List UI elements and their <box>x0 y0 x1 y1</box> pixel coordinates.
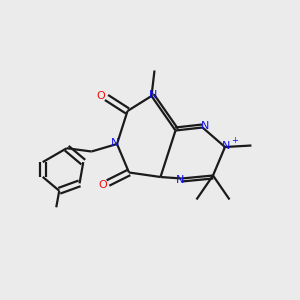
Text: N: N <box>111 138 120 148</box>
Text: N: N <box>201 121 209 131</box>
Text: N: N <box>149 90 157 100</box>
Text: O: O <box>98 179 107 190</box>
Text: N: N <box>222 141 231 152</box>
Text: +: + <box>231 136 238 145</box>
Text: N: N <box>176 175 184 185</box>
Text: O: O <box>97 91 106 101</box>
